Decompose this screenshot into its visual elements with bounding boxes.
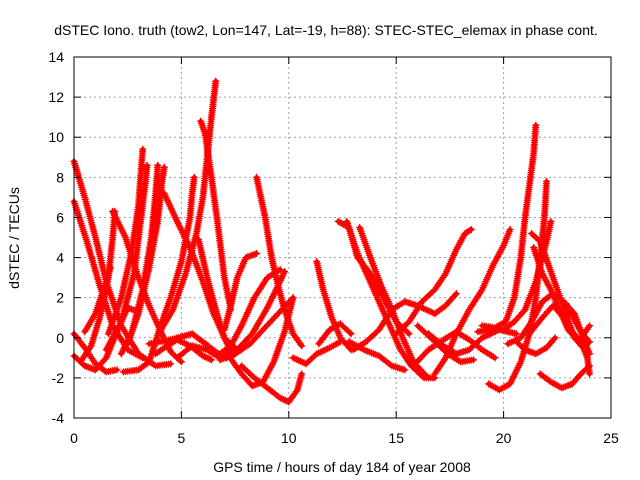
series-markers	[81, 264, 115, 336]
series-arc-48	[512, 334, 559, 358]
y-axis-label: dSTEC / TECUs	[6, 187, 22, 289]
axis-ticks: 0 5 10 15 20 25 -4 -2 0 2 4 6 8 10 12 14	[48, 49, 619, 446]
y-tick-label: 12	[48, 89, 64, 105]
series-arc-33	[349, 290, 460, 354]
series-markers	[392, 225, 475, 338]
y-tick-label: 6	[56, 209, 64, 225]
series-arc-21	[220, 250, 261, 334]
series-markers	[525, 302, 594, 378]
series-arc-6	[81, 264, 115, 336]
y-tick-label: 10	[48, 129, 64, 145]
series-arc-47	[562, 300, 591, 344]
series-markers	[562, 300, 591, 344]
y-tick-label: -4	[52, 410, 65, 426]
series-arc-15	[156, 77, 220, 336]
x-tick-label: 5	[178, 430, 186, 446]
x-tick-label: 25	[603, 430, 619, 446]
series-markers	[289, 338, 344, 368]
series-markers	[152, 336, 215, 364]
y-tick-label: 8	[56, 169, 64, 185]
series-arc-23	[253, 173, 306, 350]
series-arc-24	[238, 362, 306, 406]
series-arc-28	[315, 320, 355, 348]
series-arc-20	[216, 266, 284, 358]
series-markers	[345, 338, 409, 374]
series-arc-12	[109, 207, 185, 366]
series-arc-26	[289, 338, 344, 368]
x-tick-label: 0	[70, 430, 78, 446]
series-markers	[334, 217, 413, 338]
data-series	[70, 77, 594, 406]
series-markers	[197, 117, 235, 314]
series-arc-34	[392, 225, 475, 338]
series-arc-25	[225, 294, 297, 390]
series-arc-29	[334, 217, 413, 338]
series-arc-10	[124, 163, 168, 348]
series-arc-45	[525, 302, 594, 378]
y-tick-label: -2	[52, 370, 65, 386]
x-tick-label: 15	[388, 430, 404, 446]
x-tick-label: 10	[281, 430, 297, 446]
x-tick-label: 20	[496, 430, 512, 446]
y-tick-label: 0	[56, 330, 64, 346]
series-markers	[349, 290, 460, 354]
series-arc-40	[478, 121, 540, 332]
series-markers	[109, 207, 185, 366]
series-markers	[216, 266, 284, 358]
chart-title: dSTEC Iono. truth (tow2, Lon=147, Lat=-1…	[54, 22, 598, 38]
series-arc-46	[536, 362, 594, 392]
series-markers	[315, 320, 355, 348]
series-markers	[536, 362, 594, 392]
x-axis-label: GPS time / hours of day 184 of year 2008	[213, 459, 471, 475]
series-markers	[253, 173, 306, 350]
series-arc-27	[313, 258, 355, 354]
series-arc-18	[145, 330, 231, 362]
y-tick-label: 2	[56, 290, 64, 306]
series-markers	[220, 250, 261, 334]
series-arc-16	[197, 117, 235, 314]
series-markers	[225, 294, 297, 390]
plot-frame	[73, 56, 612, 419]
series-markers	[512, 334, 559, 358]
y-tick-label: 4	[56, 250, 64, 266]
y-tick-label: 14	[48, 49, 64, 65]
series-markers	[431, 225, 514, 378]
series-arc-14	[152, 336, 215, 364]
series-markers	[124, 163, 168, 348]
series-arc-35	[431, 225, 514, 378]
series-markers	[156, 77, 220, 336]
series-markers	[478, 121, 540, 332]
series-markers	[238, 362, 306, 406]
